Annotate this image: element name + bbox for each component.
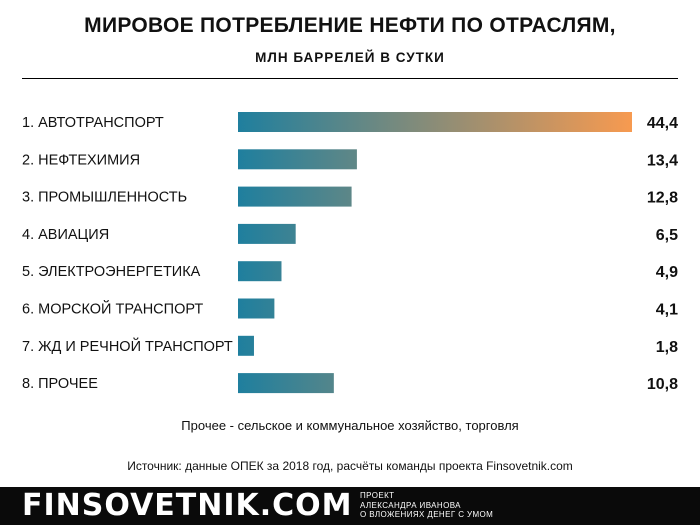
brand-tagline: ПРОЕКТ АЛЕКСАНДРА ИВАНОВА О ВЛОЖЕНИЯХ ДЕ…	[360, 491, 493, 520]
category-label: 8. ПРОЧЕЕ	[22, 376, 98, 392]
brand-logo[interactable]: FINSOVETNIK.COM	[22, 488, 353, 523]
bar-chart: 1. АВТОТРАНСПОРТ 44,4 2. НЕФТЕХИМИЯ 13,4 3. …	[22, 112, 678, 394]
value-label: 12,8	[647, 190, 678, 207]
bar	[238, 149, 357, 170]
value-label: 1,8	[656, 339, 678, 356]
category-label: 6. МОРСКОЙ ТРАНСПОРТ	[22, 300, 203, 318]
value-label: 13,4	[647, 152, 678, 169]
chart-title: МИРОВОЕ ПОТРЕБЛЕНИЕ НЕФТИ ПО ОТРАСЛЯМ,	[84, 14, 616, 37]
value-label: 6,5	[656, 227, 678, 244]
category-label: 5. ЭЛЕКТРОЭНЕРГЕТИКА	[22, 264, 201, 280]
value-label: 4,1	[656, 302, 678, 319]
bar	[238, 112, 632, 132]
bar	[238, 223, 296, 244]
bar	[238, 261, 282, 282]
category-label: 7. ЖД И РЕЧНОЙ ТРАНСПОРТ	[22, 337, 233, 355]
footer-bar: FINSOVETNIK.COM ПРОЕКТ АЛЕКСАНДРА ИВАНОВ…	[0, 487, 700, 525]
category-label: 2. НЕФТЕХИМИЯ	[22, 152, 140, 168]
other-category-note: Прочее - сельское и коммунальное хозяйст…	[181, 418, 519, 433]
value-label: 10,8	[647, 376, 678, 393]
bar	[238, 373, 334, 394]
title-divider	[22, 78, 678, 79]
chart-subtitle: МЛН БАРРЕЛЕЙ В СУТКИ	[255, 50, 445, 65]
tagline-line: О ВЛОЖЕНИЯХ ДЕНЕГ С УМОМ	[360, 510, 494, 519]
category-label: 1. АВТОТРАНСПОРТ	[22, 115, 164, 131]
tagline-line: АЛЕКСАНДРА ИВАНОВА	[360, 500, 461, 510]
category-label: 4. АВИАЦИЯ	[22, 227, 109, 243]
value-label: 44,4	[647, 115, 678, 132]
value-label: 4,9	[656, 264, 678, 281]
tagline-line: ПРОЕКТ	[360, 491, 395, 500]
bar	[238, 298, 275, 319]
bar	[238, 186, 352, 207]
category-label: 3. ПРОМЫШЛЕННОСТЬ	[22, 190, 187, 206]
source-note: Источник: данные ОПЕК за 2018 год, расчё…	[127, 459, 573, 473]
bar	[238, 335, 254, 356]
